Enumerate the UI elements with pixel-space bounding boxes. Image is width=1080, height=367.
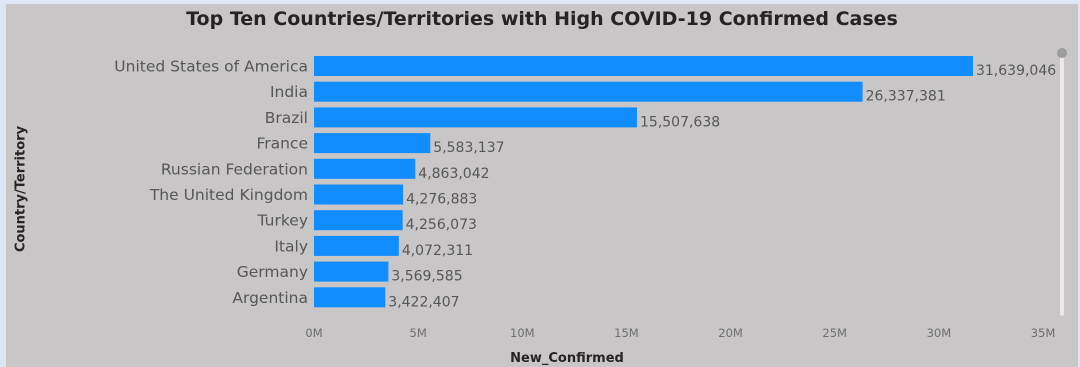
data-label: 3,422,407 (388, 294, 459, 310)
chart-visual: Top Ten Countries/Territories with High … (6, 4, 1078, 367)
x-tick-label: 20M (718, 326, 743, 340)
category-label: Italy (274, 237, 308, 255)
vertical-scrollbar[interactable] (1057, 48, 1067, 318)
x-tick-label: 30M (927, 326, 952, 340)
bar-1 (314, 81, 863, 102)
chart-title: Top Ten Countries/Territories with High … (186, 8, 898, 30)
bar-4 (314, 158, 416, 179)
category-label: India (270, 83, 308, 101)
scrollbar-track[interactable] (1060, 54, 1064, 316)
bar-7 (314, 235, 399, 256)
data-label: 31,639,046 (976, 63, 1056, 79)
bar-5 (314, 184, 404, 205)
bar-3 (314, 133, 431, 154)
data-label: 4,256,073 (406, 217, 477, 233)
data-label: 5,583,137 (433, 140, 504, 156)
scrollbar-thumb[interactable] (1057, 48, 1067, 58)
data-label: 4,276,883 (406, 192, 477, 208)
category-label: Brazil (265, 109, 308, 127)
bar-9 (314, 287, 386, 308)
bar-plot: United States of America 31,639,046 India 2… (114, 56, 1056, 340)
x-tick-label: 10M (510, 326, 535, 340)
data-label: 4,072,311 (402, 243, 473, 259)
bar-6 (314, 210, 403, 231)
x-tick-label: 5M (410, 326, 427, 340)
x-tick-label: 35M (1031, 326, 1056, 340)
data-label: 3,569,585 (391, 269, 462, 285)
category-label: Germany (237, 263, 308, 281)
data-label: 15,507,638 (640, 114, 720, 130)
bar-0 (314, 56, 973, 76)
category-label: Argentina (232, 289, 308, 307)
data-label: 4,863,042 (418, 166, 489, 182)
category-label: Russian Federation (161, 160, 308, 178)
category-label: France (256, 135, 308, 153)
category-label: United States of America (114, 58, 308, 76)
x-tick-label: 25M (822, 326, 847, 340)
bar-2 (314, 107, 638, 128)
bar-8 (314, 261, 389, 282)
x-tick-label: 0M (305, 326, 322, 340)
category-label: Turkey (257, 212, 308, 230)
category-label: The United Kingdom (149, 186, 308, 204)
x-tick-label: 15M (614, 326, 639, 340)
data-label: 26,337,381 (866, 89, 946, 105)
x-axis-title: New_Confirmed (510, 351, 624, 366)
